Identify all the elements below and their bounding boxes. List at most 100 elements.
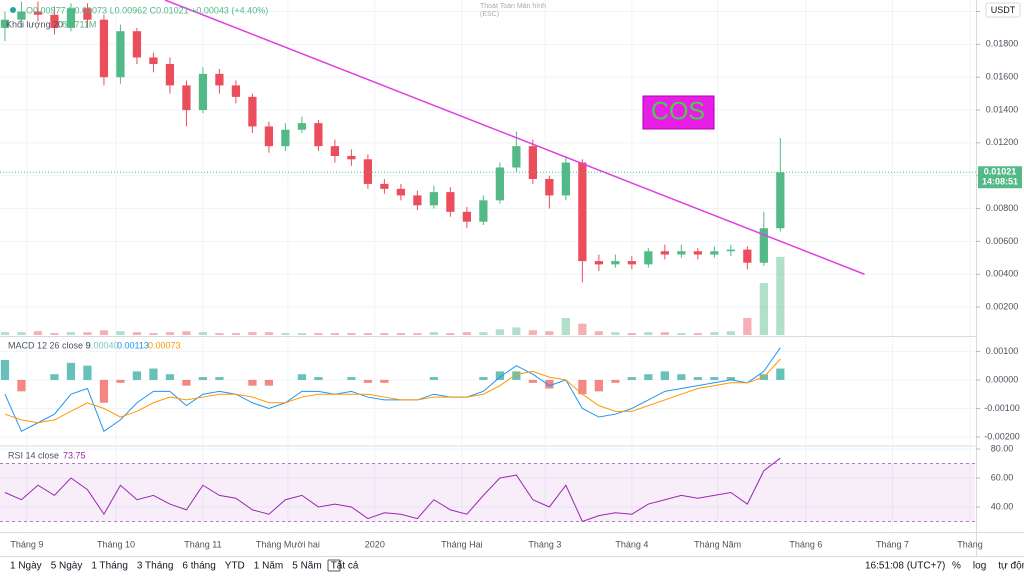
clock: 16:51:08 (UTC+7) [865, 561, 945, 572]
y-tick-label: 0.00200 [986, 301, 1019, 311]
x-tick-label: Tháng 3 [528, 539, 561, 549]
y-tick-label: -0.00100 [984, 403, 1020, 413]
volume-bar [759, 283, 768, 335]
volume-bar [165, 332, 175, 335]
range-button[interactable]: 3 Tháng [137, 561, 174, 572]
annotation: COS [651, 98, 705, 126]
candle-body [462, 211, 472, 222]
macd-histogram-bar [545, 379, 554, 389]
y-tick-label: 0.01200 [986, 137, 1019, 147]
candle-body [561, 162, 570, 196]
y-tick-label: 0.00600 [986, 236, 1019, 246]
macd-histogram-bar [677, 374, 686, 380]
volume-bar [132, 332, 142, 335]
candle-body [776, 172, 785, 229]
volume-bar [215, 333, 224, 335]
y-tick-label: 60.00 [991, 472, 1014, 482]
candle-body [677, 251, 686, 255]
volume-bar [677, 333, 686, 335]
volume-bar [116, 331, 125, 335]
range-button[interactable]: YTD [225, 561, 245, 572]
volume-bar [297, 333, 307, 335]
x-tick-label: Tháng 6 [789, 539, 822, 549]
candle-body [759, 228, 768, 263]
candle-body [644, 251, 653, 265]
candle-body [0, 19, 10, 28]
candle-body [248, 96, 257, 127]
macd-histogram-bar [165, 374, 175, 380]
volume-bar [512, 327, 521, 335]
macd-histogram-bar [660, 371, 669, 380]
range-button[interactable]: 1 Năm [254, 561, 283, 572]
x-tick-label: Tháng [957, 539, 983, 549]
volume-bar [726, 331, 735, 335]
candle-body [215, 73, 224, 86]
calendar-icon[interactable] [327, 559, 341, 572]
volume-bar [33, 331, 43, 335]
y-tick-label: -0.00200 [984, 431, 1020, 441]
scale-option[interactable]: tự động [998, 561, 1024, 572]
x-tick-label: Tháng Hai [441, 539, 483, 549]
range-button[interactable]: 5 Năm [292, 561, 321, 572]
macd-histogram-bar [149, 368, 158, 380]
candle-body [33, 11, 43, 15]
candle-body [347, 156, 356, 160]
volume-bar [446, 333, 455, 335]
y-tick-label: 80.00 [991, 443, 1014, 453]
volume-bar [248, 332, 257, 335]
macd-histogram-bar [710, 377, 719, 380]
volume-bar [363, 333, 373, 335]
macd-histogram-bar [528, 379, 537, 383]
macd-histogram-bar [182, 379, 191, 386]
volume-bar [264, 332, 274, 335]
volume-bar [462, 332, 472, 335]
candle-body [578, 162, 587, 262]
macd-histogram-bar [776, 368, 785, 380]
candle-body [693, 251, 702, 255]
candle-body [743, 249, 752, 263]
fullscreen-key: (ESC) [480, 11, 499, 18]
candle-body [396, 188, 406, 196]
scale-option[interactable]: log [973, 561, 986, 572]
x-tick-label: Tháng 10 [97, 539, 135, 549]
scale-option[interactable]: % [952, 561, 961, 572]
volume-bar [429, 332, 439, 335]
macd-histogram-bar [215, 377, 224, 380]
rsi-band [0, 463, 975, 522]
volume-bar [528, 330, 537, 335]
range-button[interactable]: 1 Tháng [91, 561, 128, 572]
macd-histogram-bar [726, 377, 735, 380]
volume-bar [479, 332, 488, 335]
range-button[interactable]: 5 Ngày [51, 561, 83, 572]
macd-histogram-bar [248, 379, 257, 386]
volume-bar [281, 333, 290, 335]
macd-histogram-bar [264, 379, 274, 386]
macd-line [4, 358, 781, 424]
volume-bar [495, 329, 504, 335]
range-button[interactable]: 6 tháng [182, 561, 215, 572]
candle-body [726, 249, 735, 252]
macd-histogram-bar [578, 379, 587, 395]
volume-bar [231, 333, 241, 335]
volume-bar [644, 332, 653, 335]
volume-bar [578, 323, 587, 335]
y-tick-label: 40.00 [991, 501, 1014, 511]
volume-bar [380, 333, 389, 335]
y-tick-label: 0.01600 [986, 72, 1019, 82]
range-button[interactable]: Tất cả [331, 560, 359, 572]
candle-body [495, 167, 504, 201]
macd-title: MACD 12 26 close 9 [8, 340, 91, 350]
status-dot [10, 7, 16, 13]
macd-histogram-bar [479, 377, 488, 380]
macd-histogram-bar [297, 374, 307, 380]
volume-bar [743, 318, 752, 335]
volume-bar [627, 333, 636, 335]
volume-bar [149, 333, 158, 335]
rsi-legend: 73.75 [63, 450, 86, 460]
candle-body [660, 251, 669, 255]
fullscreen-exit[interactable]: Thoát Toàn Màn hình [480, 3, 546, 10]
range-button[interactable]: 1 Ngày [10, 561, 42, 572]
volume-bar [99, 330, 109, 335]
